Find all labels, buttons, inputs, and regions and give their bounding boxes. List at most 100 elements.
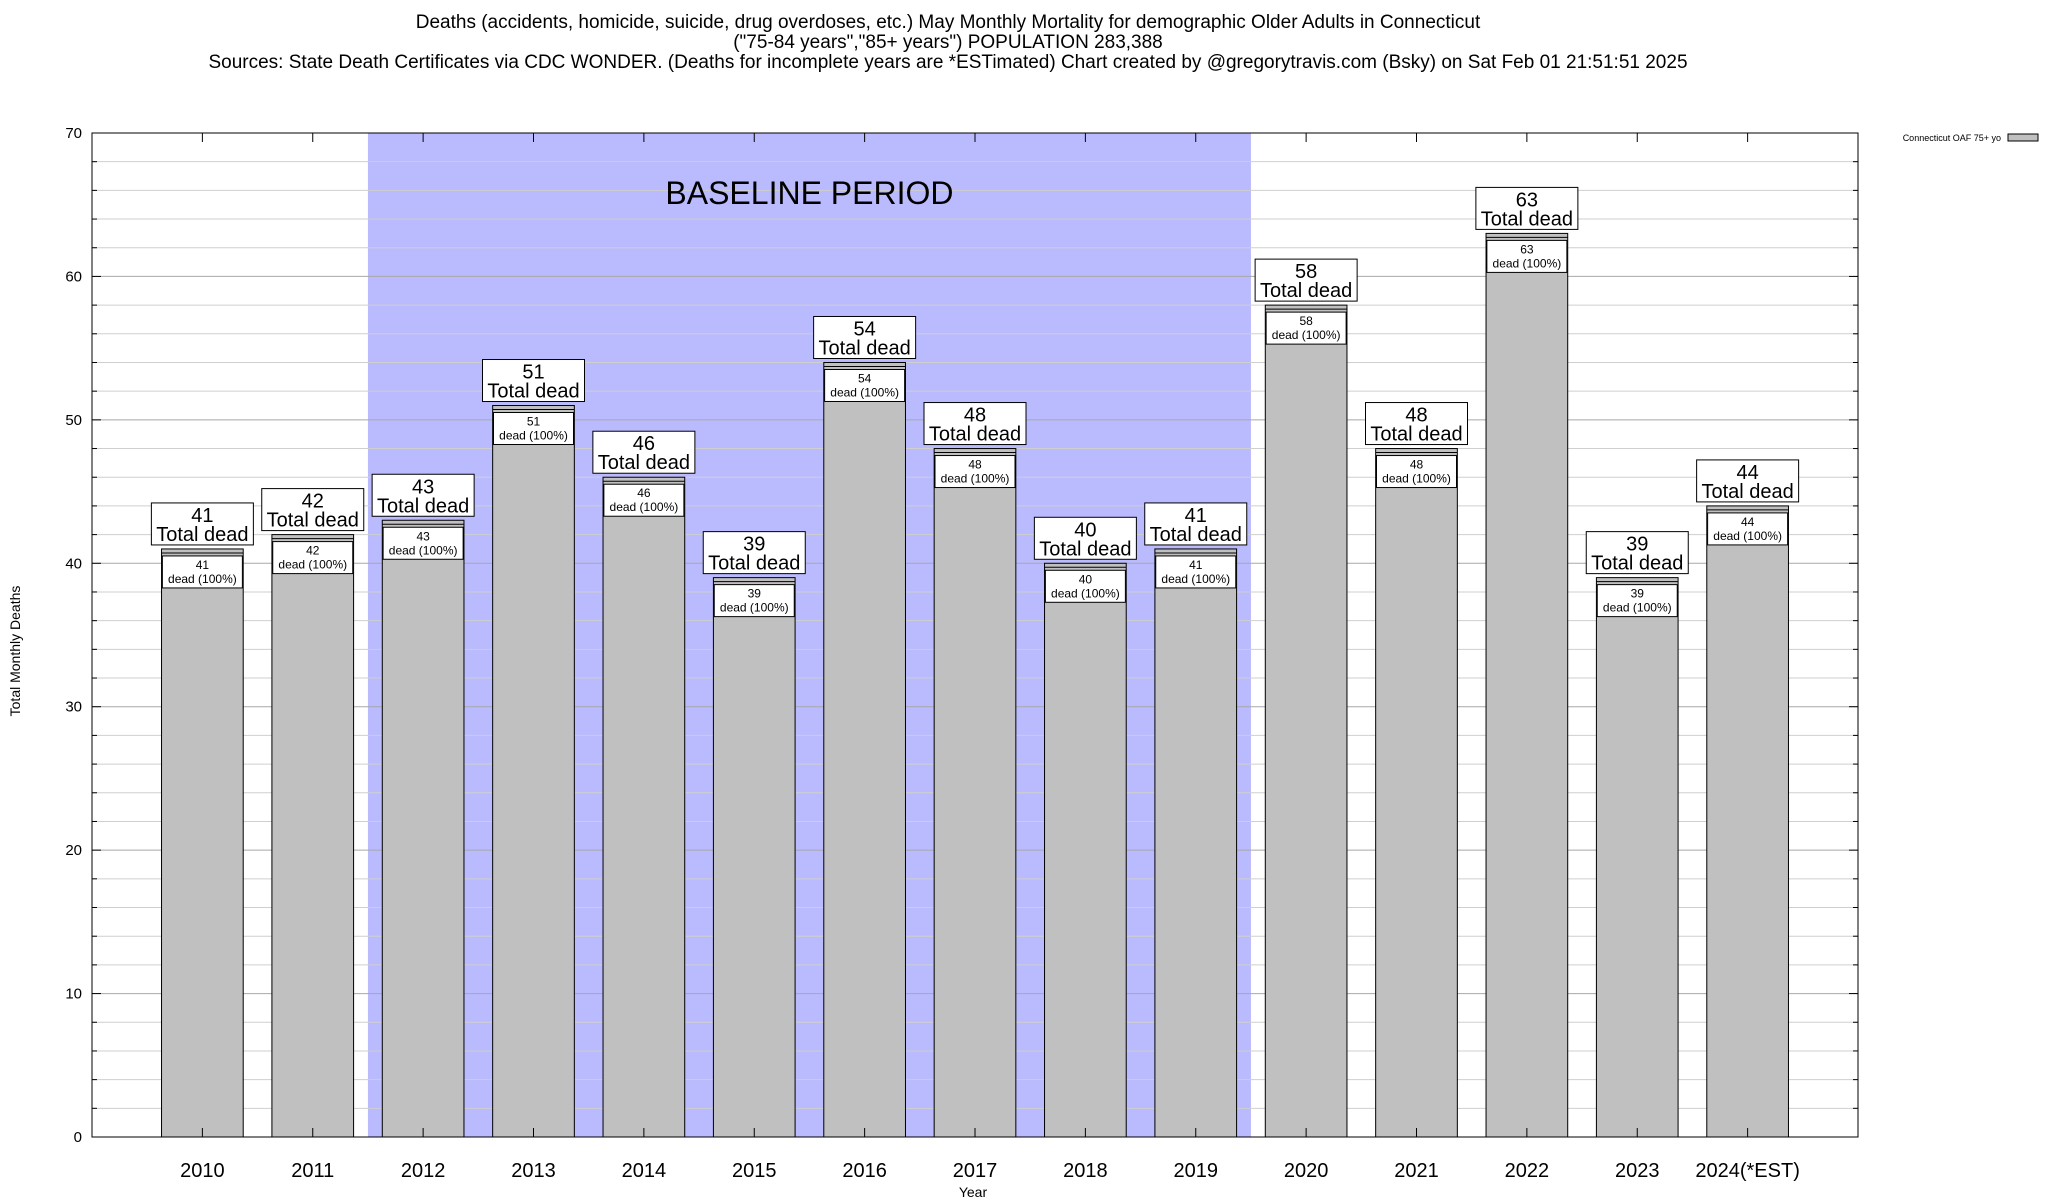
total-label-box <box>702 531 806 575</box>
inner-percent-label: dead (100%) <box>1493 256 1562 270</box>
inner-label-box <box>934 455 1016 489</box>
inner-percent-label: dead (100%) <box>389 543 458 557</box>
inner-value-label: 58 <box>1299 314 1313 328</box>
inner-label-box <box>1155 555 1237 589</box>
inner-value-label: 48 <box>1410 458 1424 472</box>
bar <box>381 519 465 1138</box>
inner-label-box <box>1044 569 1126 603</box>
inner-value-label: 63 <box>1520 242 1534 256</box>
total-text-label: Total dead <box>1150 524 1242 546</box>
x-tick-label: 2017 <box>953 1160 998 1182</box>
total-value-label: 40 <box>1074 519 1096 541</box>
x-tick-label: 2012 <box>401 1160 446 1182</box>
inner-percent-label: dead (100%) <box>941 472 1010 486</box>
inner-value-label: 39 <box>1631 587 1645 601</box>
inner-percent-label: dead (100%) <box>1713 529 1782 543</box>
total-value-label: 51 <box>522 362 544 384</box>
bar <box>1706 505 1789 1138</box>
y-tick-label: 0 <box>74 1129 82 1146</box>
total-value-label: 48 <box>964 405 986 427</box>
plot-border <box>91 132 1859 1138</box>
inner-label-box <box>1596 584 1678 618</box>
total-text-label: Total dead <box>818 337 910 359</box>
x-tick-label: 2020 <box>1284 1160 1329 1182</box>
inner-value-label: 42 <box>306 544 320 558</box>
bar <box>492 405 575 1138</box>
bar <box>602 476 686 1138</box>
x-tick-label: 2015 <box>732 1160 777 1182</box>
total-label-box <box>813 315 917 359</box>
inner-label-box <box>1486 239 1568 273</box>
inner-label-box <box>1376 455 1457 489</box>
inner-percent-label: dead (100%) <box>830 385 899 399</box>
inner-label-box <box>1707 512 1789 546</box>
y-tick-label: 20 <box>65 842 82 859</box>
inner-label-box <box>382 526 464 560</box>
bar <box>1154 548 1238 1138</box>
total-text-label: Total dead <box>1591 553 1683 575</box>
total-label-box <box>1696 459 1800 503</box>
inner-percent-label: dead (100%) <box>499 429 568 443</box>
x-axis-label: Year <box>959 1184 988 1200</box>
total-text-label: Total dead <box>598 452 690 474</box>
inner-label-box <box>603 483 685 517</box>
total-value-label: 48 <box>1405 405 1427 427</box>
total-value-label: 44 <box>1737 462 1759 484</box>
total-label-box <box>1475 186 1579 230</box>
inner-value-label: 44 <box>1741 515 1755 529</box>
total-text-label: Total dead <box>929 424 1021 446</box>
inner-value-label: 54 <box>858 371 872 385</box>
inner-percent-label: dead (100%) <box>1161 572 1230 586</box>
x-tick-label: 2013 <box>511 1160 556 1182</box>
inner-value-label: 41 <box>1189 558 1203 572</box>
inner-label-box <box>493 412 574 446</box>
inner-label-box <box>824 368 906 402</box>
inner-value-label: 41 <box>196 558 210 572</box>
bar <box>1264 304 1348 1138</box>
bar <box>271 534 355 1138</box>
y-tick-label: 40 <box>65 555 82 572</box>
chart-subtitle: ("75-84 years","85+ years") POPULATION 2… <box>733 32 1163 53</box>
total-text-label: Total dead <box>377 495 469 517</box>
bar <box>933 448 1017 1138</box>
total-label-box <box>1254 258 1358 302</box>
x-tick-label: 2016 <box>842 1160 887 1182</box>
bar <box>823 361 906 1138</box>
total-value-label: 39 <box>1626 534 1648 556</box>
x-tick-label: 2023 <box>1615 1160 1660 1182</box>
total-label-box <box>482 359 585 403</box>
inner-label-box <box>1265 311 1347 345</box>
total-label-box <box>150 502 254 546</box>
bar <box>1485 232 1569 1138</box>
total-text-label: Total dead <box>1701 481 1793 503</box>
bar <box>161 548 244 1138</box>
total-text-label: Total dead <box>487 381 579 403</box>
chart-sources: Sources: State Death Certificates via CD… <box>208 52 1688 73</box>
y-tick-label: 30 <box>65 699 82 716</box>
total-text-label: Total dead <box>1039 538 1131 560</box>
total-text-label: Total dead <box>1481 208 1573 230</box>
inner-percent-label: dead (100%) <box>1272 328 1341 342</box>
total-label-box <box>1033 516 1137 560</box>
bar <box>1044 562 1127 1138</box>
inner-label-box <box>272 541 354 575</box>
inner-percent-label: dead (100%) <box>1051 586 1120 600</box>
x-tick-label: 2011 <box>291 1160 334 1182</box>
total-text-label: Total dead <box>708 553 800 575</box>
total-value-label: 41 <box>1185 505 1207 527</box>
total-text-label: Total dead <box>1260 280 1352 302</box>
bar <box>712 577 796 1138</box>
total-value-label: 58 <box>1295 261 1317 283</box>
total-value-label: 43 <box>412 476 434 498</box>
inner-percent-label: dead (100%) <box>1382 472 1451 486</box>
bar <box>1375 448 1458 1138</box>
inner-percent-label: dead (100%) <box>610 500 679 514</box>
total-label-box <box>923 402 1027 446</box>
total-label-box <box>1585 531 1689 575</box>
baseline-label: BASELINE PERIOD <box>665 175 953 211</box>
y-tick-label: 70 <box>65 125 82 142</box>
total-label-box <box>1365 402 1468 446</box>
total-label-box <box>592 430 696 474</box>
total-value-label: 46 <box>633 433 655 455</box>
